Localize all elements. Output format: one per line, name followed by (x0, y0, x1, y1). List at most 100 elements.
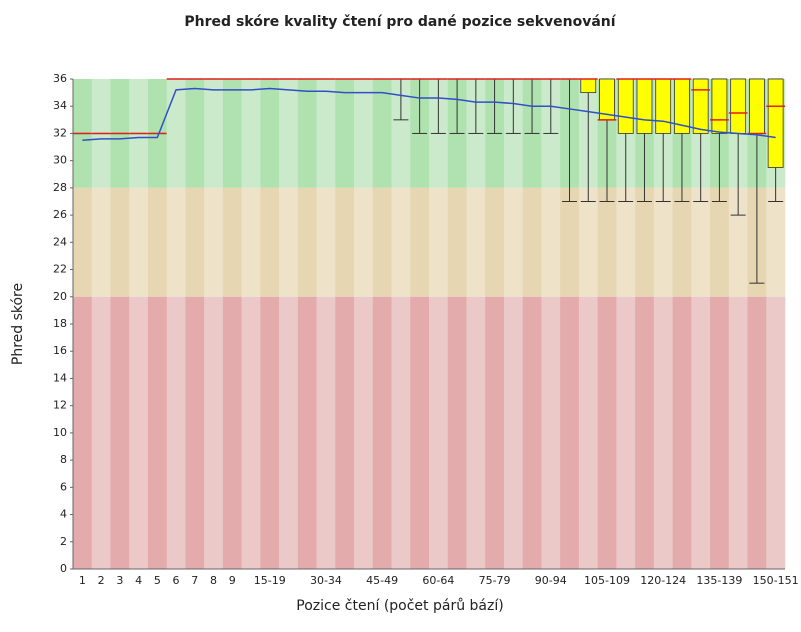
zone-stripe (110, 296, 130, 569)
zone-stripe (597, 187, 617, 297)
zone-stripe (354, 79, 374, 188)
x-tick-label: 15-19 (254, 574, 286, 587)
zone-stripe (297, 187, 317, 297)
y-tick-label: 18 (53, 317, 67, 330)
zone-stripe (241, 187, 261, 297)
zone-stripe (522, 296, 542, 569)
y-tick-label: 2 (60, 535, 67, 548)
zone-stripe (503, 296, 523, 569)
zone-stripe (728, 296, 748, 569)
y-tick-label: 12 (53, 399, 67, 412)
y-tick-label: 14 (53, 371, 67, 384)
zone-stripe (279, 296, 299, 569)
y-tick-label: 36 (53, 72, 67, 85)
zone-stripe (73, 296, 93, 569)
y-tick-label: 4 (60, 508, 67, 521)
zone-stripe (260, 296, 280, 569)
y-tick-label: 28 (53, 181, 67, 194)
box (711, 78, 728, 134)
zone-stripe (372, 187, 392, 297)
box (617, 78, 634, 134)
box (767, 78, 784, 168)
zone-stripe (166, 79, 186, 188)
x-axis-label: Pozice čtení (počet párů bází) (296, 598, 503, 614)
zone-stripe (204, 187, 224, 297)
box (730, 78, 747, 134)
zone-stripe (166, 187, 186, 297)
x-tick-label: 6 (173, 574, 180, 587)
zone-stripe (110, 187, 130, 297)
zone-stripe (260, 79, 280, 188)
zone-stripe (279, 79, 299, 188)
zone-stripe (222, 79, 242, 188)
zone-stripe (297, 79, 317, 188)
zone-stripe (372, 79, 392, 188)
x-tick-label: 60-64 (422, 574, 454, 587)
zone-stripe (335, 296, 355, 569)
zone-stripe (316, 296, 336, 569)
x-tick-label: 5 (154, 574, 161, 587)
zone-stripe (91, 296, 111, 569)
y-tick-label: 6 (60, 480, 67, 493)
zone-stripe (597, 296, 617, 569)
y-tick-label: 22 (53, 263, 67, 276)
x-tick-label: 2 (98, 574, 105, 587)
zone-stripe (672, 187, 692, 297)
zone-stripe (260, 187, 280, 297)
y-tick-label: 32 (53, 126, 67, 139)
zone-stripe (710, 187, 730, 297)
zone-stripe (447, 187, 467, 297)
box (692, 78, 709, 134)
box (580, 78, 597, 94)
zone-stripe (335, 187, 355, 297)
x-tick-label: 9 (229, 574, 236, 587)
zone-stripe (560, 187, 580, 297)
zone-stripe (185, 79, 205, 188)
zone-stripe (691, 187, 711, 297)
mean-line (82, 87, 776, 141)
y-tick-label: 34 (53, 99, 67, 112)
zone-stripe (410, 296, 430, 569)
zone-stripe (466, 187, 486, 297)
x-tick-label: 1 (79, 574, 86, 587)
zone-stripe (241, 296, 261, 569)
zone-stripe (185, 296, 205, 569)
zone-stripe (204, 296, 224, 569)
zone-stripe (391, 187, 411, 297)
x-tick-label: 3 (116, 574, 123, 587)
zone-stripe (766, 187, 786, 297)
zone-stripe (522, 187, 542, 297)
box (636, 78, 653, 134)
y-tick-label: 24 (53, 235, 67, 248)
box (749, 78, 765, 134)
x-tick-label: 7 (191, 574, 198, 587)
x-tick-label: 150-151 (753, 574, 799, 587)
zone-stripe (503, 187, 523, 297)
x-tick-label: 90-94 (535, 574, 567, 587)
zone-stripe (241, 79, 261, 188)
zone-stripe (429, 187, 449, 297)
y-tick-label: 10 (53, 426, 67, 439)
y-tick-label: 16 (53, 344, 67, 357)
zone-stripe (410, 187, 430, 297)
zone-stripe (129, 187, 149, 297)
zone-stripe (222, 187, 242, 297)
zone-stripe (335, 79, 355, 188)
zone-stripe (653, 187, 673, 297)
zone-stripe (541, 296, 561, 569)
y-tick-label: 20 (53, 290, 67, 303)
zone-stripe (447, 296, 467, 569)
zone-stripe (354, 187, 374, 297)
zone-stripe (429, 296, 449, 569)
zone-stripe (766, 296, 786, 569)
zone-stripe (204, 79, 224, 188)
zone-stripe (147, 187, 167, 297)
x-tick-label: 75-79 (479, 574, 511, 587)
zone-stripe (616, 187, 636, 297)
zone-stripe (372, 296, 392, 569)
zone-stripe (222, 296, 242, 569)
zone-stripe (316, 187, 336, 297)
x-tick-label: 30-34 (310, 574, 342, 587)
x-tick-label: 45-49 (366, 574, 398, 587)
